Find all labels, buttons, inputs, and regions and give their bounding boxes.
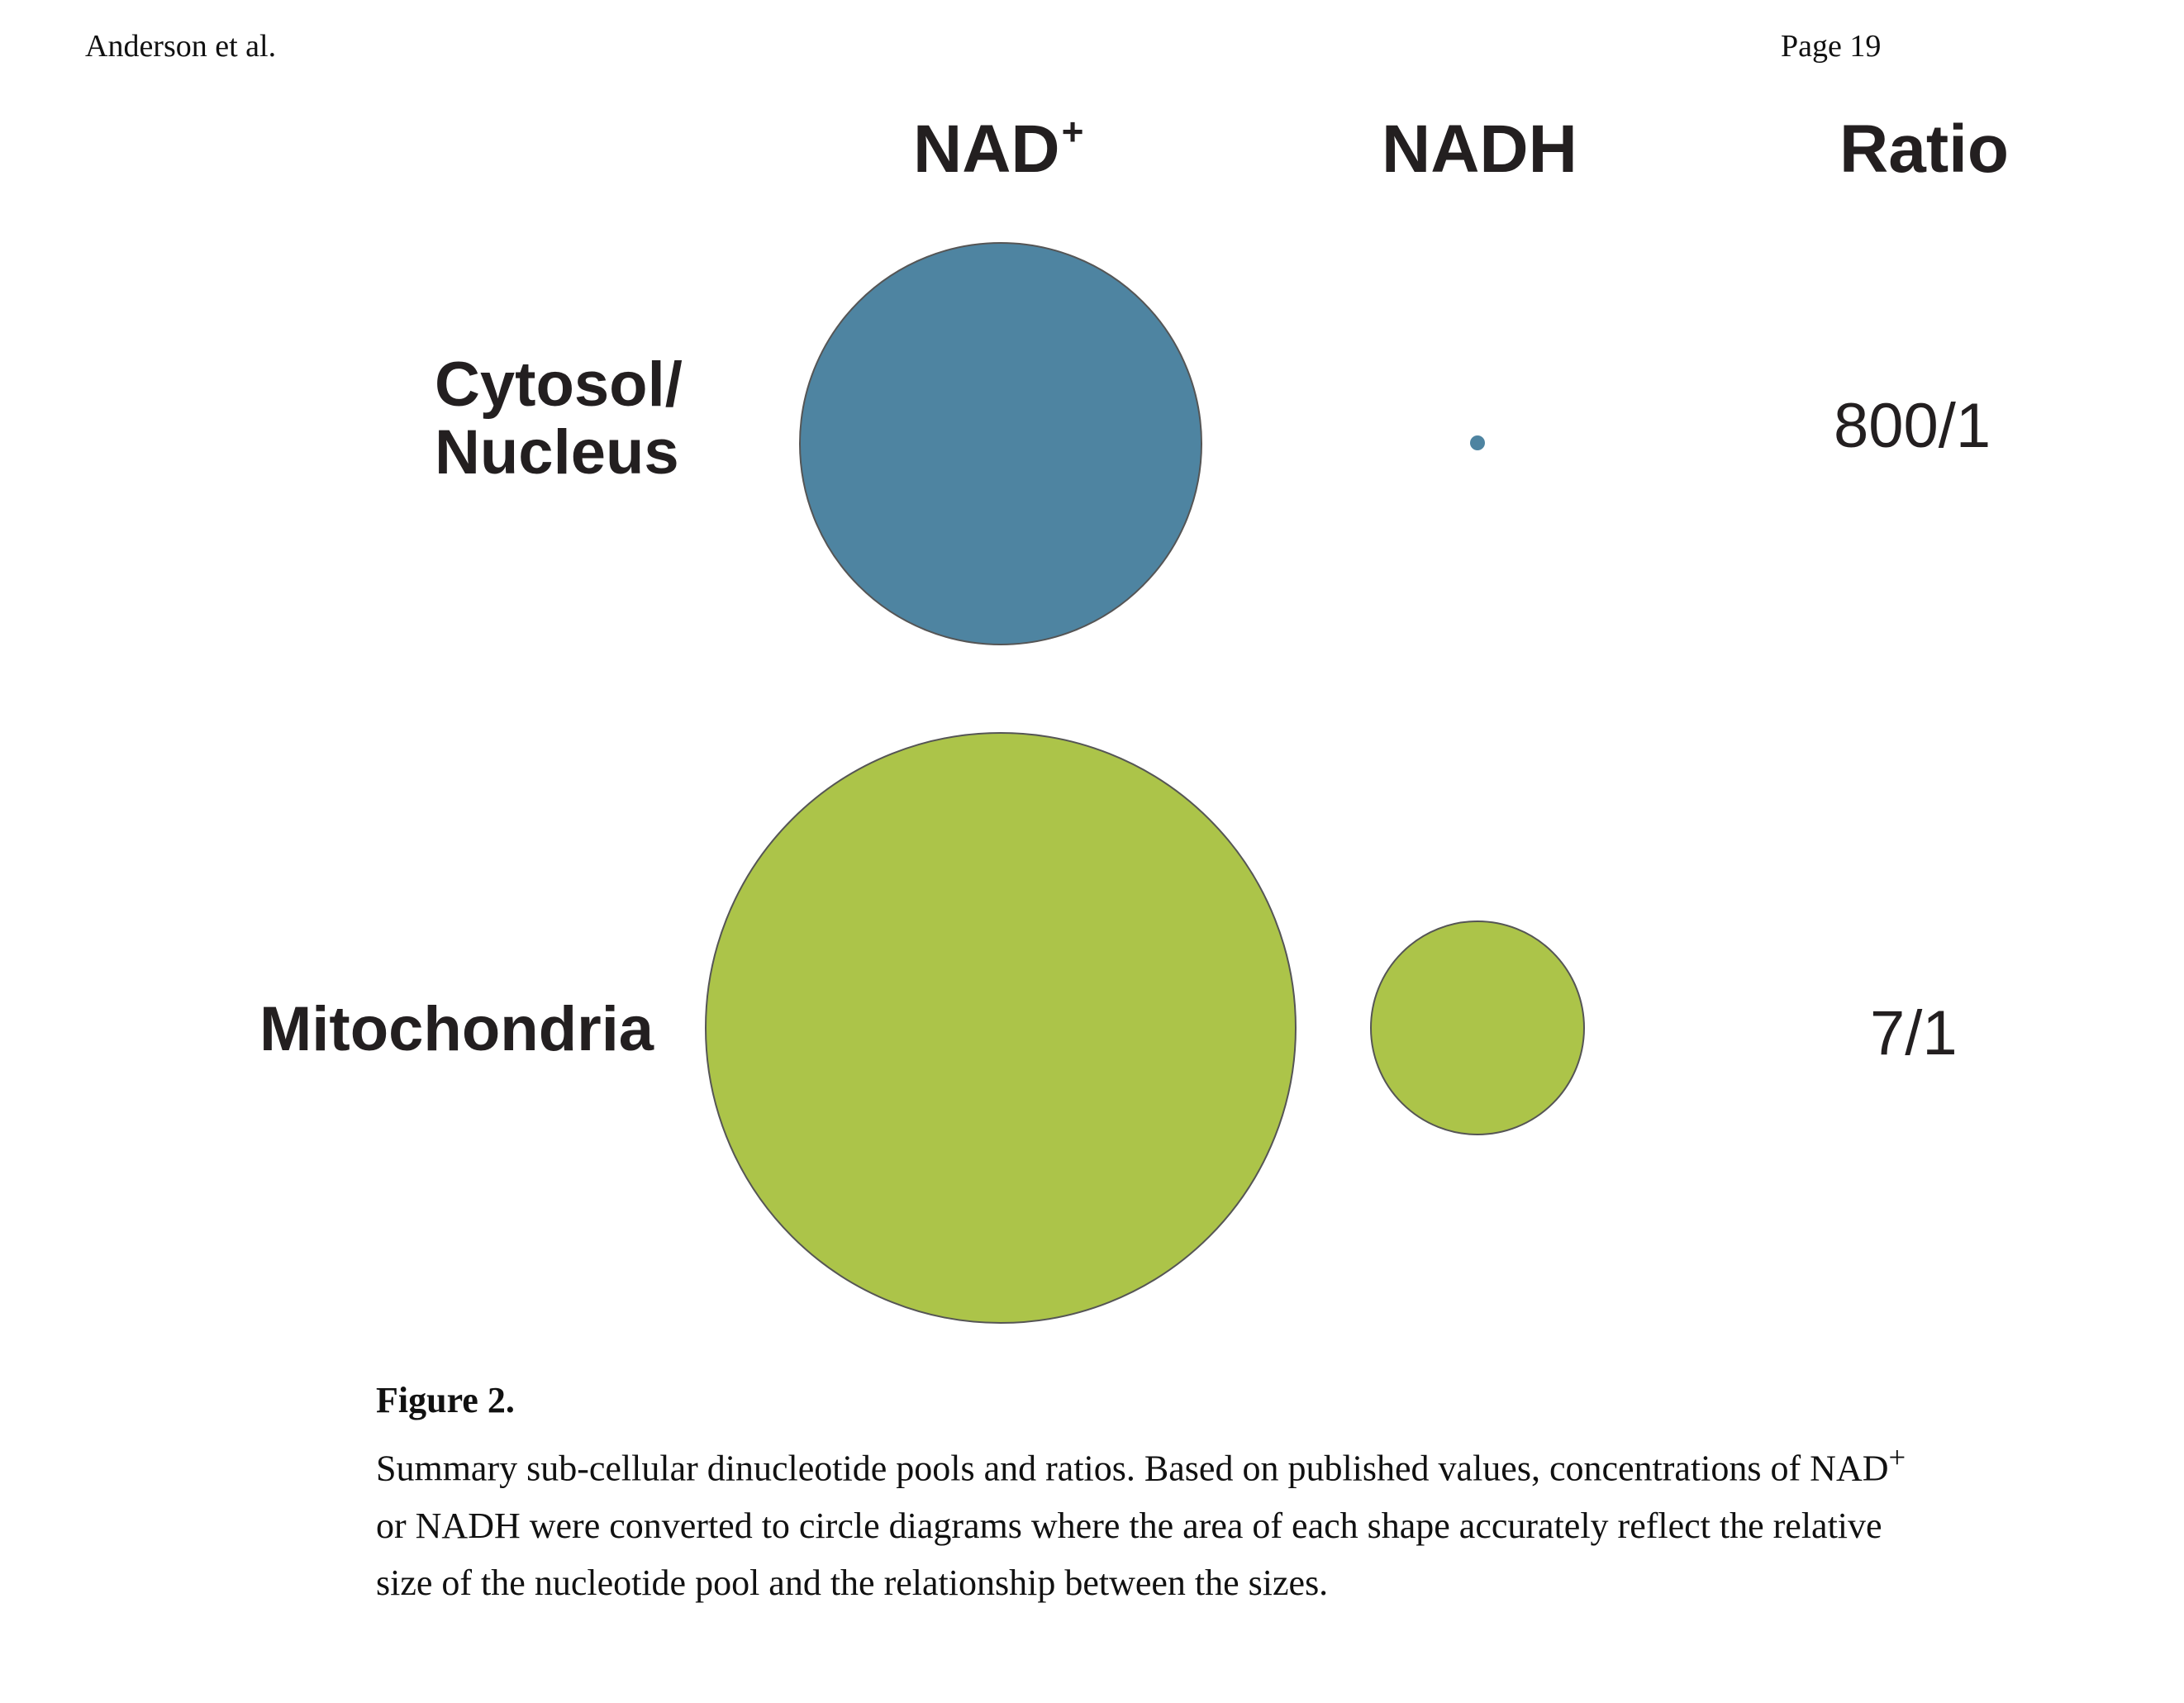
row-label-cytosol-nucleus: Cytosol/ Nucleus: [435, 350, 683, 488]
column-header-nad: NAD+: [913, 112, 1084, 183]
running-head-author: Anderson et al.: [85, 29, 277, 64]
caption-text-part2: or NADH were converted to circle diagram…: [376, 1505, 1882, 1603]
cytosol-nadh-circle: [1470, 435, 1485, 450]
nad-superscript: +: [1061, 110, 1084, 153]
row-label-mitochondria: Mitochondria: [259, 994, 654, 1064]
column-header-ratio: Ratio: [1839, 112, 2009, 187]
mitochondria-nad-circle: [705, 732, 1297, 1324]
figure-caption: Figure 2. Summary sub-cellular dinucleot…: [376, 1372, 1913, 1611]
page-number: Page 19: [1781, 29, 1882, 64]
figure-label: Figure 2.: [376, 1380, 515, 1420]
nad-base-text: NAD: [913, 112, 1060, 187]
ratio-cytosol-nucleus: 800/1: [1834, 391, 1991, 461]
ratio-mitochondria: 7/1: [1870, 998, 1958, 1068]
cytosol-nad-circle: [799, 242, 1202, 645]
row-label-cytosol-line2: Nucleus: [435, 417, 679, 488]
circle-diagram: [705, 242, 1585, 1324]
caption-text-part1: Summary sub-cellular dinucleotide pools …: [376, 1448, 1889, 1489]
column-header-nadh: NADH: [1382, 112, 1577, 187]
caption-superscript: +: [1888, 1440, 1906, 1474]
mitochondria-nadh-circle: [1370, 920, 1585, 1135]
row-label-cytosol-line1: Cytosol/: [435, 350, 683, 420]
